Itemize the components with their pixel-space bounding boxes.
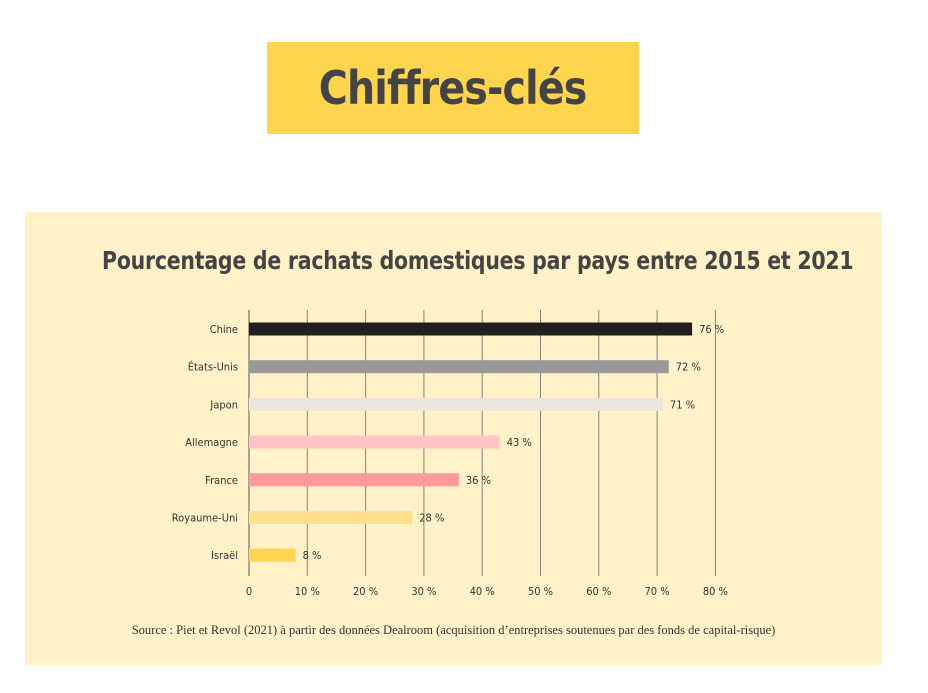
x-tick-label: 10 % [295,585,320,598]
source-note: Source : Piet et Revol (2021) à partir d… [131,623,776,637]
data-label: 8 % [303,549,322,562]
bar [249,360,669,374]
category-label: Israël [211,549,238,562]
bar [249,397,663,411]
data-label: 36 % [466,474,491,487]
data-label: 76 % [699,323,724,336]
x-tick-label: 40 % [470,585,495,598]
x-tick-label: 50 % [528,585,553,598]
category-label: Japon [209,398,238,411]
data-label: 71 % [670,398,695,411]
bar [249,511,413,524]
chart-panel: Pourcentage de rachats domestiques par p… [25,212,882,665]
data-label: 28 % [419,512,444,525]
category-label: États-Unis [188,361,238,374]
chart-title: Pourcentage de rachats domestiques par p… [102,246,854,275]
bar-chart: 0 10 % 20 % 30 % 40 % 50 % 60 % 70 % 80 % Chine 76… [172,310,728,598]
bar [249,473,459,487]
data-label: 72 % [676,361,701,374]
x-tick-label: 80 % [703,585,728,598]
x-tick-label: 70 % [645,585,670,598]
category-label: France [205,474,238,487]
bar [249,548,296,562]
x-tick-label: 0 [246,585,252,598]
bar [249,322,693,336]
data-label: 43 % [507,436,532,449]
x-tick-label: 60 % [586,585,611,598]
category-label: Chine [210,323,238,336]
bar [249,435,500,449]
x-tick-label: 30 % [411,585,436,598]
category-label: Allemagne [185,436,238,449]
page-title: Chiffres-clés [319,61,588,115]
x-tick-label: 20 % [353,585,378,598]
title-banner: Chiffres-clés [267,42,639,134]
category-label: Royaume-Uni [172,512,238,525]
